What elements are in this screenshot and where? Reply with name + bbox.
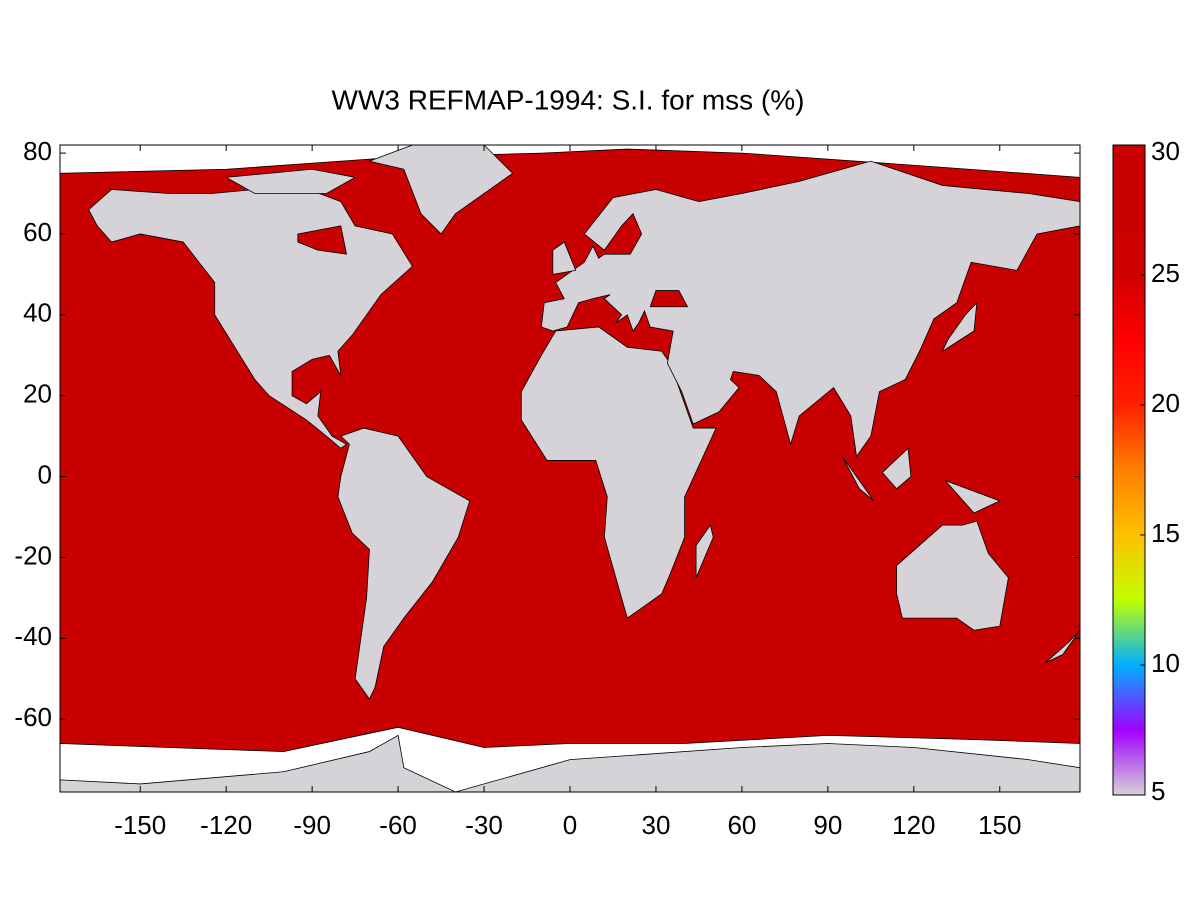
x-tick-label: -60: [379, 810, 417, 840]
colorbar-tick-label: 5: [1151, 776, 1165, 806]
land: [649, 290, 689, 308]
land: [520, 326, 717, 619]
x-tick-label: 90: [813, 810, 842, 840]
colorbar-tick-label: 15: [1151, 518, 1180, 548]
x-tick-label: 150: [978, 810, 1021, 840]
land: [552, 241, 577, 275]
x-tick-label: 0: [563, 810, 577, 840]
land: [896, 520, 1009, 631]
colorbar-tick-label: 30: [1151, 136, 1180, 166]
land: [59, 734, 1081, 793]
y-tick-label: 20: [23, 379, 52, 409]
land: [941, 301, 978, 353]
y-tick-label: 60: [23, 217, 52, 247]
land: [368, 144, 514, 235]
land: [337, 427, 471, 700]
x-tick-label: -150: [114, 810, 166, 840]
x-tick-label: -90: [293, 810, 331, 840]
colorbar-tick-label: 20: [1151, 388, 1180, 418]
colorbar-tick-label: 10: [1151, 648, 1180, 678]
land: [297, 225, 348, 255]
land: [695, 524, 714, 578]
land: [881, 447, 912, 490]
y-tick-label: -20: [14, 540, 52, 570]
x-tick-label: -30: [465, 810, 503, 840]
land: [224, 168, 357, 194]
x-tick-label: -120: [200, 810, 252, 840]
y-tick-label: 0: [38, 459, 52, 489]
land: [945, 480, 1001, 514]
y-tick-label: 40: [23, 298, 52, 328]
x-tick-label: 30: [641, 810, 670, 840]
land: [540, 160, 1081, 458]
y-tick-label: -40: [14, 621, 52, 651]
x-tick-label: 60: [727, 810, 756, 840]
land: [841, 456, 875, 502]
chart-title: WW3 REFMAP-1994: S.I. for mss (%): [332, 84, 805, 115]
colorbar: [1112, 144, 1146, 796]
y-tick-label: -60: [14, 702, 52, 732]
y-tick-label: 80: [23, 136, 52, 166]
x-tick-label: 120: [892, 810, 935, 840]
colorbar-tick-label: 25: [1151, 258, 1180, 288]
